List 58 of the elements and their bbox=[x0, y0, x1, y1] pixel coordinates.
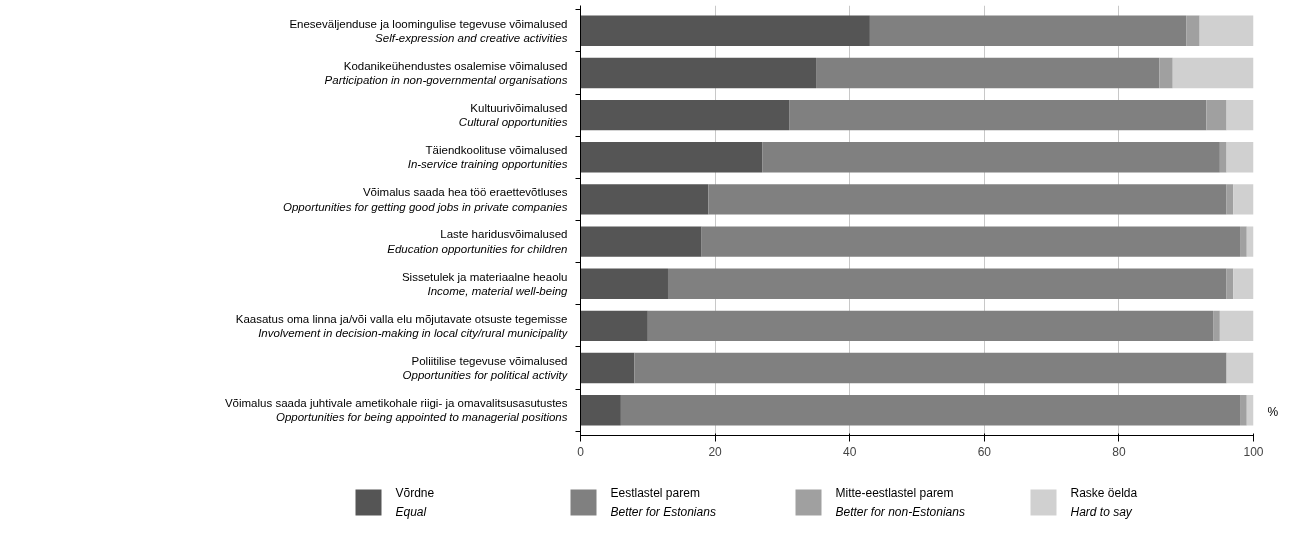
bar bbox=[1213, 310, 1220, 342]
bar bbox=[580, 268, 668, 299]
bar bbox=[647, 310, 1214, 342]
x-axis-title: % bbox=[1267, 405, 1279, 420]
bar bbox=[580, 15, 870, 46]
y-tick-label: Kodanikeühendustes osalemise võimalused Participation in non-governmental organisations bbox=[324, 59, 568, 87]
bar bbox=[620, 395, 1241, 426]
legend-label: Raske öelda Hard to say bbox=[1070, 485, 1138, 519]
y-tick-label: Eneseväljenduse ja loomingulise tegevuse võimalused Self-expression and creative activities bbox=[289, 17, 568, 44]
legend-label: Võrdne Equal bbox=[395, 485, 435, 519]
bar bbox=[580, 352, 635, 384]
bar bbox=[1172, 57, 1254, 89]
bar bbox=[701, 226, 1241, 257]
bar bbox=[1226, 142, 1254, 173]
bar bbox=[1226, 352, 1254, 384]
x-tick-label: 40 bbox=[843, 444, 857, 459]
x-tick-label: 80 bbox=[1112, 444, 1126, 459]
bar bbox=[1226, 99, 1254, 131]
y-tick-label: Täiendkoolituse võimalused In-service training opportunities bbox=[407, 144, 568, 171]
bar bbox=[580, 395, 621, 426]
y-tick-label: Sissetulek ja materiaalne heaolu Income, material well-being bbox=[401, 270, 569, 297]
bar bbox=[1240, 395, 1247, 426]
y-tick-label: Võimalus saada juhtivale ametikohale riigi- ja omavalitsusasutustes Opportunities for being appointed to managerial positions bbox=[224, 397, 568, 424]
bar bbox=[1226, 184, 1234, 215]
bar bbox=[580, 142, 763, 173]
bar bbox=[1233, 268, 1254, 299]
x-tick-label: 100 bbox=[1243, 444, 1264, 459]
bar bbox=[1240, 226, 1247, 257]
legend-label: Eestlastel parem Better for Estonians bbox=[610, 485, 716, 519]
y-tick-label: Poliitilise tegevuse võimalused Opportunities for political activity bbox=[402, 354, 569, 382]
bar bbox=[789, 99, 1207, 131]
bar bbox=[1219, 142, 1227, 173]
bar bbox=[580, 310, 648, 342]
bar bbox=[580, 99, 790, 131]
bar bbox=[762, 142, 1220, 173]
bar bbox=[1159, 57, 1173, 89]
bar bbox=[1246, 226, 1254, 257]
bar bbox=[1199, 15, 1254, 46]
bar bbox=[634, 352, 1227, 384]
bar bbox=[667, 268, 1227, 299]
bar bbox=[1186, 15, 1200, 46]
legend-label: Mitte-eestlastel parem Better for non-Estonians bbox=[835, 485, 965, 519]
y-tick-label: Võimalus saada hea töö eraettevõtluses Opportunities for getting good jobs in private companies bbox=[283, 186, 568, 213]
bar bbox=[580, 226, 702, 257]
bar bbox=[580, 57, 817, 89]
x-tick-label: 60 bbox=[977, 444, 992, 459]
y-tick-label: Kaasatus oma linna ja/või valla elu mõjutavate otsuste tegemisse Involvement in decision-making in local city/rural municipality bbox=[235, 312, 569, 340]
bar bbox=[1206, 99, 1227, 131]
y-tick-label: Kultuurivõimalused Cultural opportunities bbox=[458, 101, 568, 129]
bar bbox=[1233, 184, 1254, 215]
bar bbox=[708, 184, 1227, 215]
bar bbox=[816, 57, 1160, 89]
x-tick-label: 20 bbox=[708, 444, 723, 459]
bar bbox=[580, 184, 709, 215]
x-tick-label: 0 bbox=[577, 444, 585, 459]
bar bbox=[869, 15, 1187, 46]
y-tick-label: Laste haridusvõimalused Education opportunities for children bbox=[387, 228, 568, 255]
bar bbox=[1219, 310, 1254, 342]
